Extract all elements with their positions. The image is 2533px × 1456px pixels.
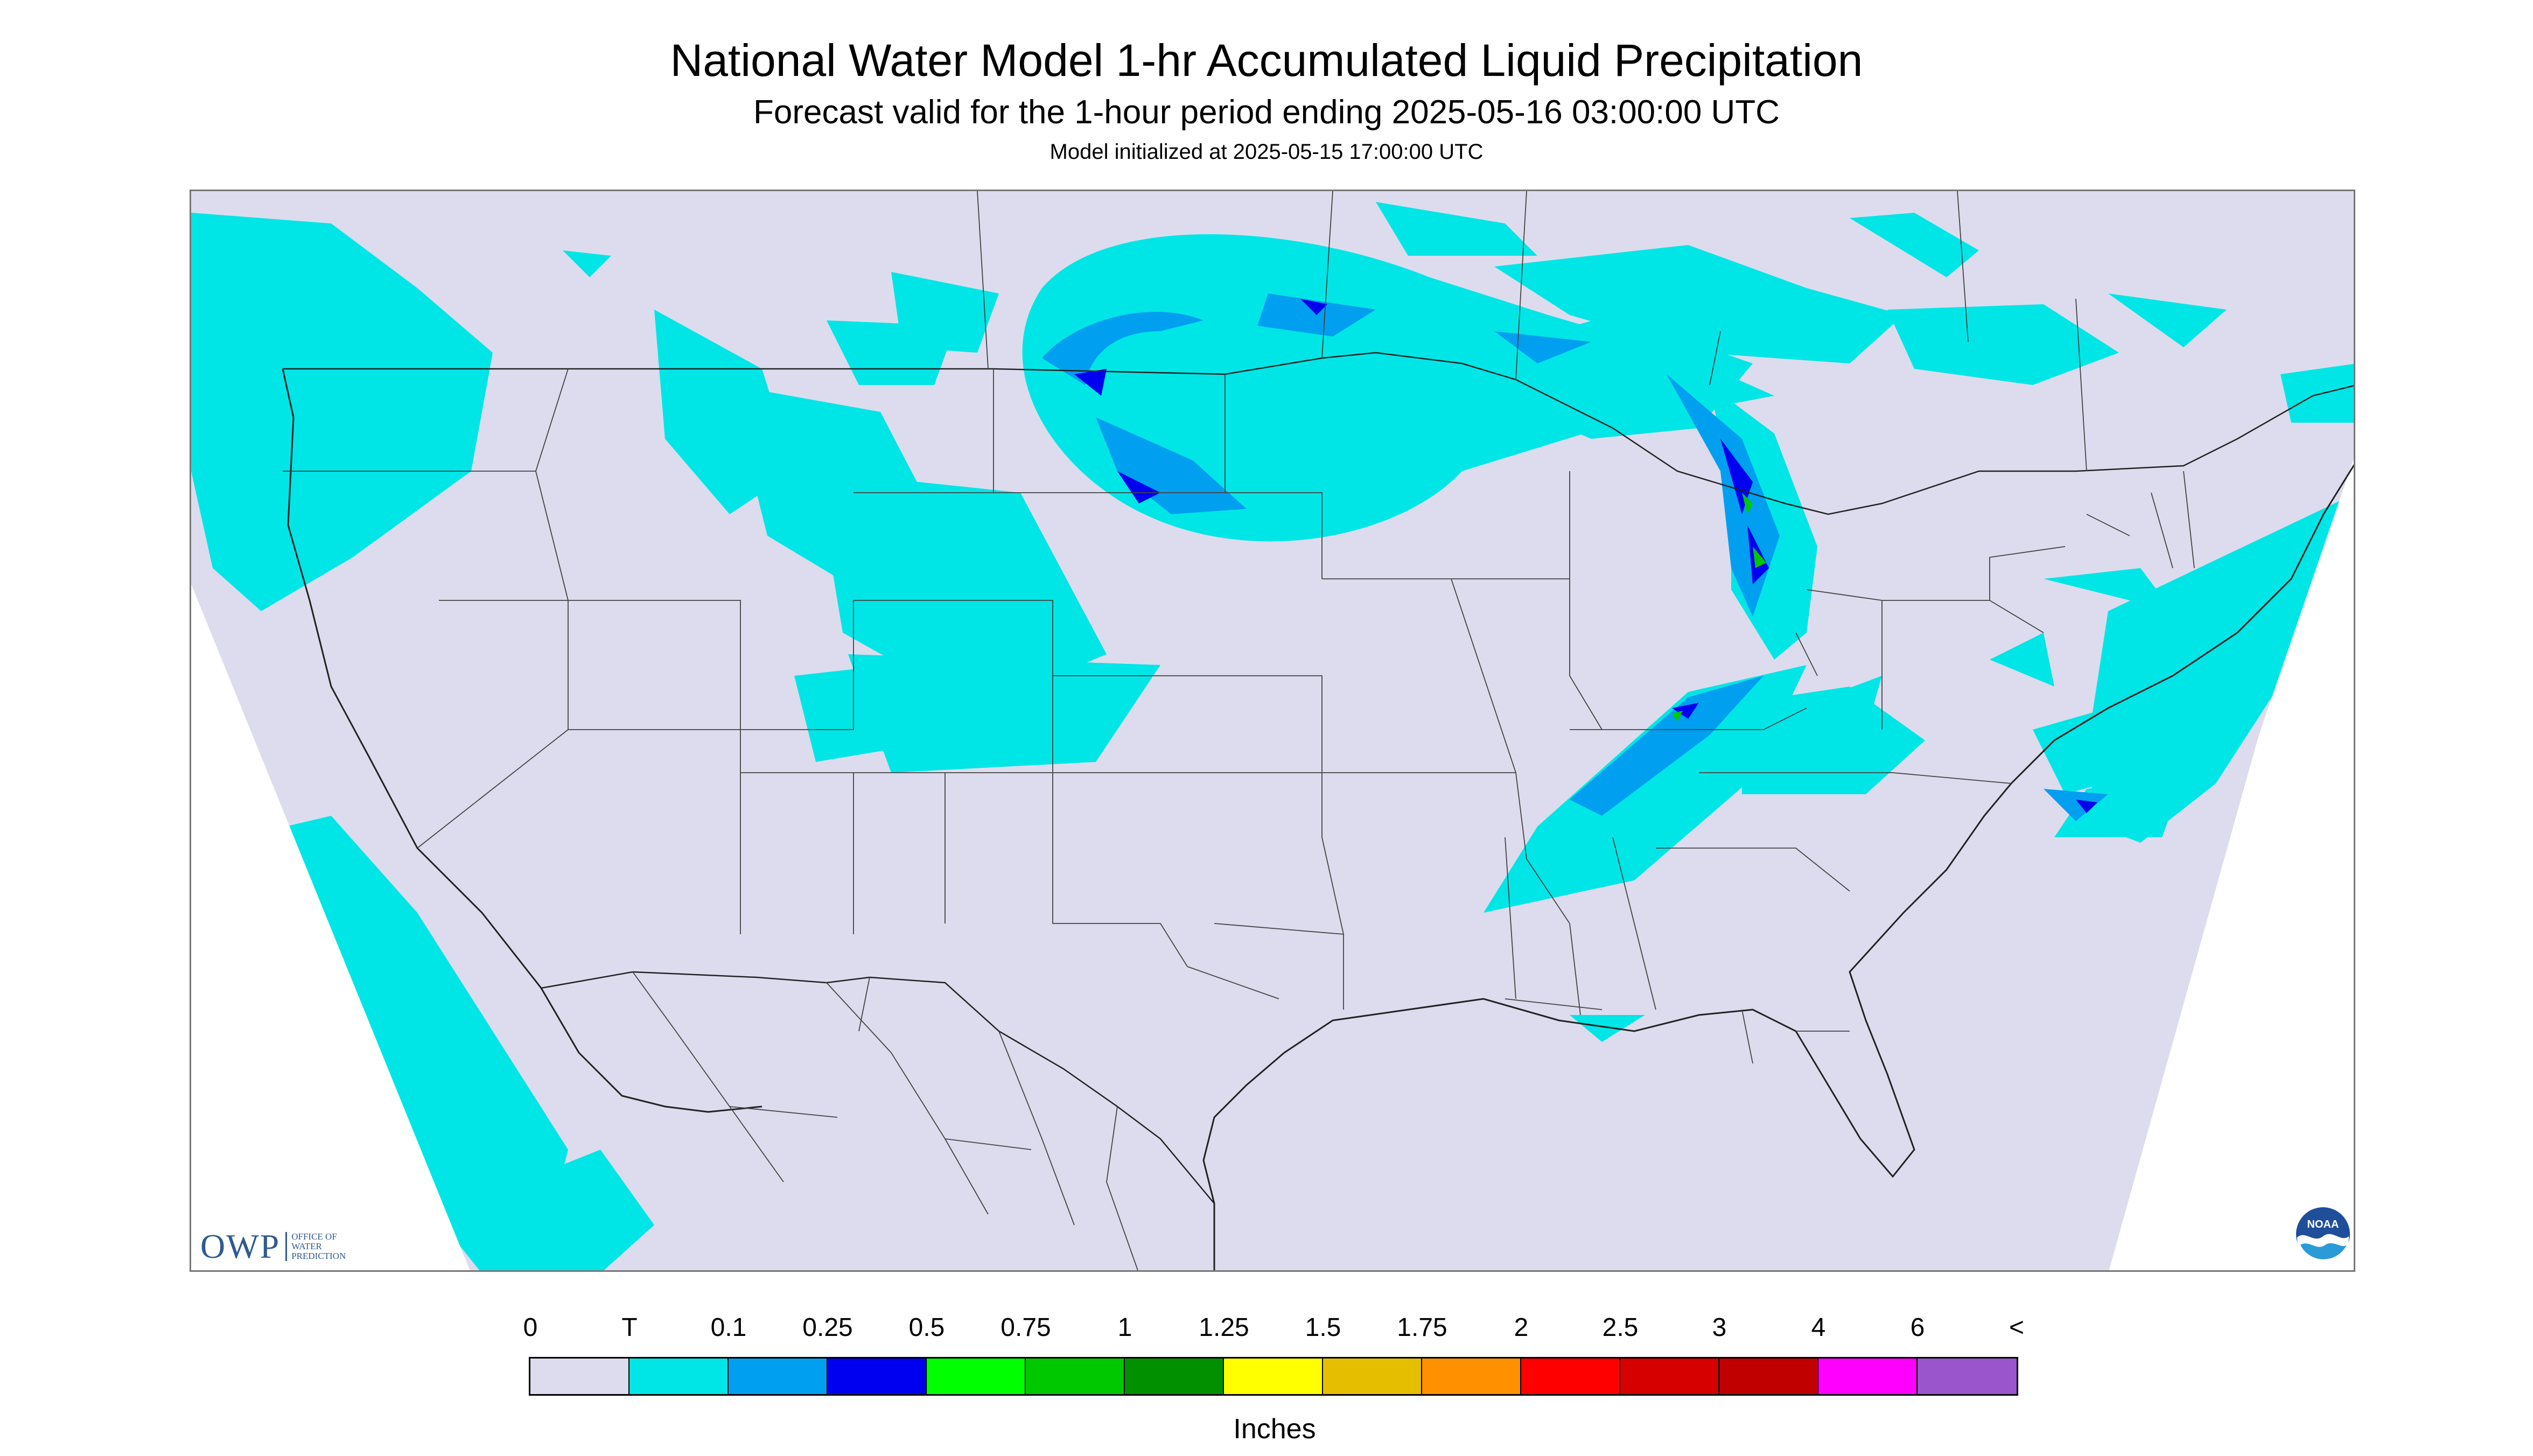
legend-swatch-3: [828, 1359, 927, 1394]
legend-swatch-11: [1620, 1359, 1719, 1394]
legend-swatch-2: [729, 1359, 828, 1394]
noaa-logo: NOAA: [2296, 1207, 2350, 1262]
legend-tick-14: 6: [1910, 1313, 1925, 1342]
legend-swatch-14: [1918, 1359, 2017, 1394]
legend-swatch-7: [1224, 1359, 1323, 1394]
legend-swatch-4: [927, 1359, 1026, 1394]
legend-swatch-13: [1818, 1359, 1918, 1394]
mexico-border: [541, 971, 1215, 1204]
outside-domain-right: [2109, 459, 2354, 1270]
owp-logo-line-1: Office of: [291, 1231, 337, 1242]
model-init-time: Model initialized at 2025-05-15 17:00:00…: [1049, 140, 1484, 164]
legend-tick-8: 1.5: [1305, 1313, 1341, 1342]
map-subtitle: Forecast valid for the 1-hour period end…: [753, 94, 1780, 131]
outside-domain-left: [191, 584, 470, 1270]
legend-units: Inches: [1233, 1413, 1316, 1445]
legend-tick-9: 1.75: [1397, 1313, 1447, 1342]
precipitation-map[interactable]: [190, 190, 2355, 1272]
owp-logo-mark: OWP: [200, 1227, 281, 1265]
legend-color-bar: [529, 1357, 2018, 1396]
legend-swatch-6: [1125, 1359, 1224, 1394]
map-title: National Water Model 1-hr Accumulated Li…: [670, 35, 1863, 86]
legend-tick-3: 0.25: [802, 1313, 853, 1342]
owp-logo-line-2: Water: [291, 1241, 322, 1252]
owp-logo-text: Office of Water Prediction: [285, 1232, 346, 1261]
owp-logo: OWP Office of Water Prediction: [200, 1227, 346, 1266]
legend-tick-1: T: [621, 1313, 638, 1342]
legend-swatch-10: [1521, 1359, 1620, 1394]
precip-legend: 0 T 0.1 0.25 0.5 0.75 1 1.25 1.5 1.75 2 2.5 3 4 6 < Inc…: [523, 1303, 2024, 1454]
legend-tick-15: <: [2009, 1313, 2025, 1342]
legend-tick-2: 0.1: [710, 1313, 747, 1342]
legend-tick-0: 0: [523, 1313, 538, 1342]
legend-swatch-8: [1323, 1359, 1422, 1394]
owp-logo-line-3: Prediction: [291, 1250, 346, 1261]
legend-swatch-0: [530, 1359, 629, 1394]
state-boundaries: [283, 191, 2195, 1064]
canada-border: [283, 352, 2354, 515]
legend-tick-7: 1.25: [1199, 1313, 1249, 1342]
legend-swatch-1: [629, 1359, 729, 1394]
map-canvas: [191, 191, 2354, 1270]
legend-swatch-12: [1719, 1359, 1818, 1394]
legend-swatch-5: [1026, 1359, 1125, 1394]
precip-heavy-areas: [1672, 493, 1766, 722]
legend-tick-4: 0.5: [908, 1313, 945, 1342]
mexico-boundaries: [632, 971, 1138, 1270]
legend-tick-10: 2: [1514, 1313, 1529, 1342]
legend-tick-11: 2.5: [1602, 1313, 1639, 1342]
gulf-coast-west: [1202, 1052, 1285, 1270]
legend-tick-12: 3: [1712, 1313, 1727, 1342]
legend-tick-6: 1: [1117, 1313, 1132, 1342]
noaa-logo-text: NOAA: [2307, 1219, 2339, 1230]
legend-tick-13: 4: [1811, 1313, 1826, 1342]
legend-swatch-9: [1422, 1359, 1521, 1394]
legend-tick-5: 0.75: [1000, 1313, 1051, 1342]
